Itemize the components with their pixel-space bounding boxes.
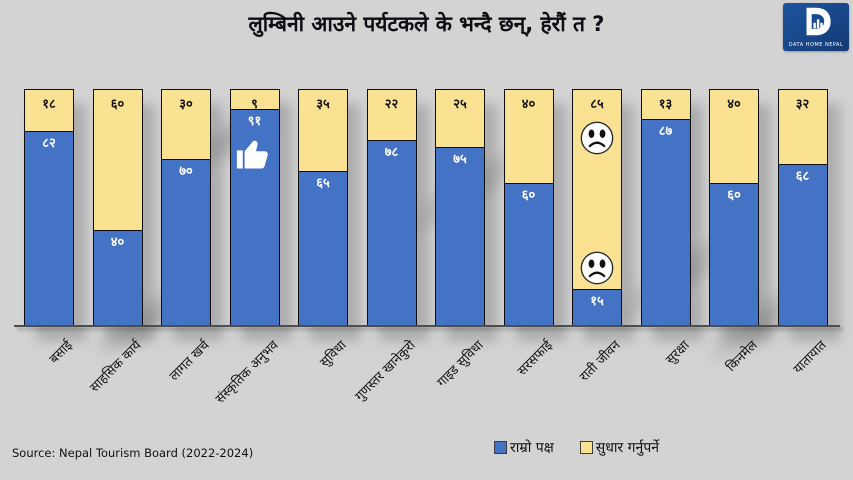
legend-label-improve: सुधार गर्नुपर्ने (595, 440, 660, 456)
improve-value-label: ३२ (795, 97, 810, 112)
improve-segment: ४० (709, 89, 759, 184)
bar-2: ६० ४० (92, 89, 143, 326)
improve-value-label: १८ (42, 97, 56, 112)
improve-segment: ४० (503, 89, 554, 184)
improve-segment: ९ (229, 89, 280, 112)
chart-legend: राम्रो पक्ष सुधार गर्नुपर्ने (494, 438, 659, 457)
improve-segment: ३२ (777, 89, 828, 165)
improve-segment: १३ (640, 89, 691, 120)
bar-8: ४० ६० (503, 89, 554, 326)
logo-brand-text: DATA HOME NEPAL (788, 42, 844, 48)
good-value-label: ७५ (453, 152, 467, 167)
good-segment: ८७ (640, 120, 691, 326)
good-value-label: १५ (590, 294, 604, 309)
legend-swatch-blue (494, 441, 507, 454)
good-value-label: ४० (110, 235, 125, 250)
good-value-label: ६० (521, 188, 536, 203)
legend-item-improve: सुधार गर्नुपर्ने (579, 438, 660, 457)
improve-value-label: २२ (384, 97, 399, 112)
x-axis-line (14, 325, 840, 327)
good-segment: ६० (709, 184, 759, 326)
good-segment: ६८ (777, 165, 828, 326)
bar-4: ९ ९१ (229, 89, 280, 326)
improve-segment: ३० (161, 89, 211, 160)
bar-5: ३५ ६५ (298, 89, 348, 326)
category-label: यातायात (790, 338, 830, 378)
improve-value-label: ४० (727, 97, 741, 112)
improve-segment: ३५ (298, 89, 348, 172)
category-label: गाइड सुविधा (434, 338, 487, 391)
improve-value-label: ३५ (316, 97, 330, 112)
improve-segment: २२ (366, 89, 417, 141)
improve-segment: ८५ (572, 89, 622, 290)
data-home-nepal-logo: DATA HOME NEPAL (783, 3, 849, 51)
sad-face-icon (580, 251, 614, 285)
improve-value-label: ८५ (590, 97, 604, 112)
improve-segment: २५ (435, 89, 485, 148)
good-segment: ६५ (298, 172, 348, 326)
improve-value-label: ९ (251, 97, 258, 112)
bar-6: २२ ७८ (366, 89, 417, 326)
good-value-label: ६५ (316, 176, 330, 191)
good-value-label: ८२ (42, 136, 56, 151)
bar-7: २५ ७५ (435, 89, 485, 326)
good-segment: ४० (92, 231, 143, 326)
category-label: गुणस्तर खानेकुरो (352, 338, 419, 405)
bar-9: ८५ १५ (572, 89, 622, 326)
improve-segment: १८ (24, 89, 74, 132)
good-value-label: ७० (179, 164, 193, 179)
good-segment: ६० (503, 184, 554, 326)
page-title: लुम्बिनी आउने पर्यटकले के भन्दै छन्, हेर… (248, 12, 605, 36)
good-segment: ७८ (366, 141, 417, 326)
good-value-label: ६० (727, 188, 741, 203)
bar-3: ३० ७० (161, 89, 211, 326)
good-value-label: ९१ (247, 114, 262, 129)
good-segment: ७५ (435, 148, 485, 326)
sad-face-icon (580, 121, 614, 155)
improve-value-label: १३ (658, 97, 673, 112)
good-value-label: ७८ (384, 145, 399, 160)
good-value-label: ८७ (658, 124, 673, 139)
good-segment: ८२ (24, 132, 74, 326)
good-segment: ७० (161, 160, 211, 326)
legend-swatch-yellow (579, 441, 593, 454)
logo-d-icon (801, 6, 831, 41)
source-text: Source: Nepal Tourism Board (2022-2024) (12, 446, 254, 460)
good-value-label: ६८ (795, 169, 810, 184)
good-segment: १५ (572, 290, 622, 326)
bar-11: ४० ६० (709, 89, 759, 326)
legend-item-good: राम्रो पक्ष (494, 438, 554, 457)
improve-segment: ६० (92, 89, 143, 231)
improve-value-label: ६० (110, 97, 125, 112)
bar-1: १८ ८२ (24, 89, 74, 326)
legend-label-good: राम्रो पक्ष (510, 440, 554, 456)
improve-value-label: ३० (179, 97, 193, 112)
bar-10: १३ ८७ (640, 89, 691, 326)
improve-value-label: ४० (521, 97, 536, 112)
bar-12: ३२ ६८ (777, 89, 828, 326)
good-segment: ९१ (229, 110, 280, 326)
improve-value-label: २५ (453, 97, 467, 112)
thumbs-up-icon (234, 134, 276, 172)
